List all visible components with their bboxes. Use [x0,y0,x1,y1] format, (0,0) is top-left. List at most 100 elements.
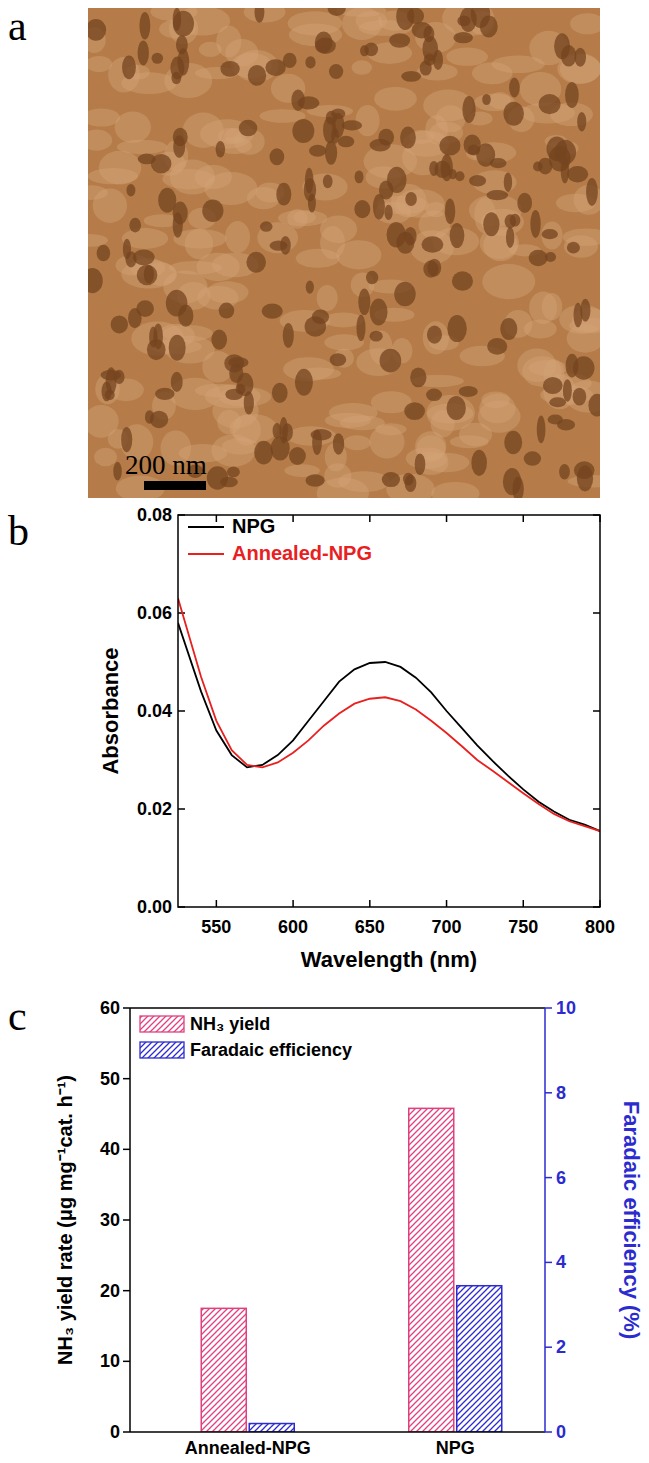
y-tick [593,710,600,712]
texture [570,13,600,34]
texture [169,261,222,274]
pore [355,170,364,183]
pore [503,102,524,126]
pore [126,184,135,197]
y2-tick [545,1177,552,1179]
texture [94,448,117,467]
pore [139,12,150,40]
pore [158,188,176,213]
pore [270,148,285,165]
pore [282,423,293,441]
pore [227,467,240,478]
pore [410,367,426,387]
pore [289,447,306,465]
pore [447,315,466,342]
pore [171,72,181,85]
texture [425,202,445,217]
y2-tick-label: 0 [556,1422,566,1442]
legend-label: Annealed-NPG [232,542,372,564]
pore [270,240,288,250]
y-tick [123,1361,130,1363]
pore [574,48,586,67]
pore [173,11,194,37]
series-line [178,623,600,831]
x-tick-label: NPG [436,1438,475,1458]
y-tick [123,1078,130,1080]
y-tick-label: 0.02 [137,799,172,819]
texture [336,240,381,269]
pore [469,175,486,186]
x-axis-title: Wavelength (nm) [301,947,477,972]
pore [306,281,314,294]
legend-swatch [140,1016,184,1032]
pore [224,354,244,372]
texture [356,105,380,136]
y-tick [123,1007,130,1009]
y-tick-label: 0.06 [137,603,172,623]
x-tick [523,515,525,522]
pore [476,143,495,166]
legend-label: NH₃ yield [190,1014,270,1034]
frame [178,515,600,907]
bar [457,1286,502,1432]
y-tick [123,1149,130,1151]
pore [462,96,475,123]
y-tick-label: 0.04 [137,701,172,721]
y2-tick [545,1346,552,1348]
y-tick [593,808,600,810]
pore [503,468,521,495]
legend-swatch [140,1042,184,1058]
texture [343,435,370,450]
pore [122,55,136,79]
pore [434,161,450,178]
pore [360,45,369,56]
texture [115,112,151,143]
texture [185,229,213,260]
pore [342,120,362,130]
pore [272,383,288,403]
pore [305,56,315,68]
texture [529,291,557,324]
bars [201,1108,502,1432]
pore [305,316,326,336]
texture [225,221,250,253]
pore [567,166,588,182]
pore [412,22,432,39]
pore [354,200,370,218]
pore [331,109,345,120]
scale-bar [144,481,206,490]
pore [136,300,154,317]
pore [338,136,355,147]
pore [439,136,460,156]
panel-letter: a [8,3,27,49]
pore [211,330,227,350]
pore [169,335,186,361]
texture [406,447,448,469]
pore [171,372,183,392]
pore [396,8,414,30]
pore [239,120,258,136]
pore [559,464,570,479]
panel-letter: b [8,508,29,554]
pore [565,82,579,108]
bar [409,1108,454,1432]
pore [330,353,347,366]
y-tick-label: 0.08 [137,505,172,525]
pore [500,318,517,340]
texture [369,425,404,458]
pore [309,145,326,157]
texture [492,55,545,73]
y-tick-label: 60 [100,998,120,1018]
y-tick-label: 50 [100,1069,120,1089]
pore [273,423,282,438]
pore [216,141,226,158]
pore [329,64,343,79]
pore [260,221,273,231]
y-tick [178,710,185,712]
pore [265,59,285,76]
y2-tick-label: 8 [556,1083,566,1103]
pore [529,250,548,267]
pore [255,8,265,23]
texture [117,140,167,155]
pore [220,477,238,488]
